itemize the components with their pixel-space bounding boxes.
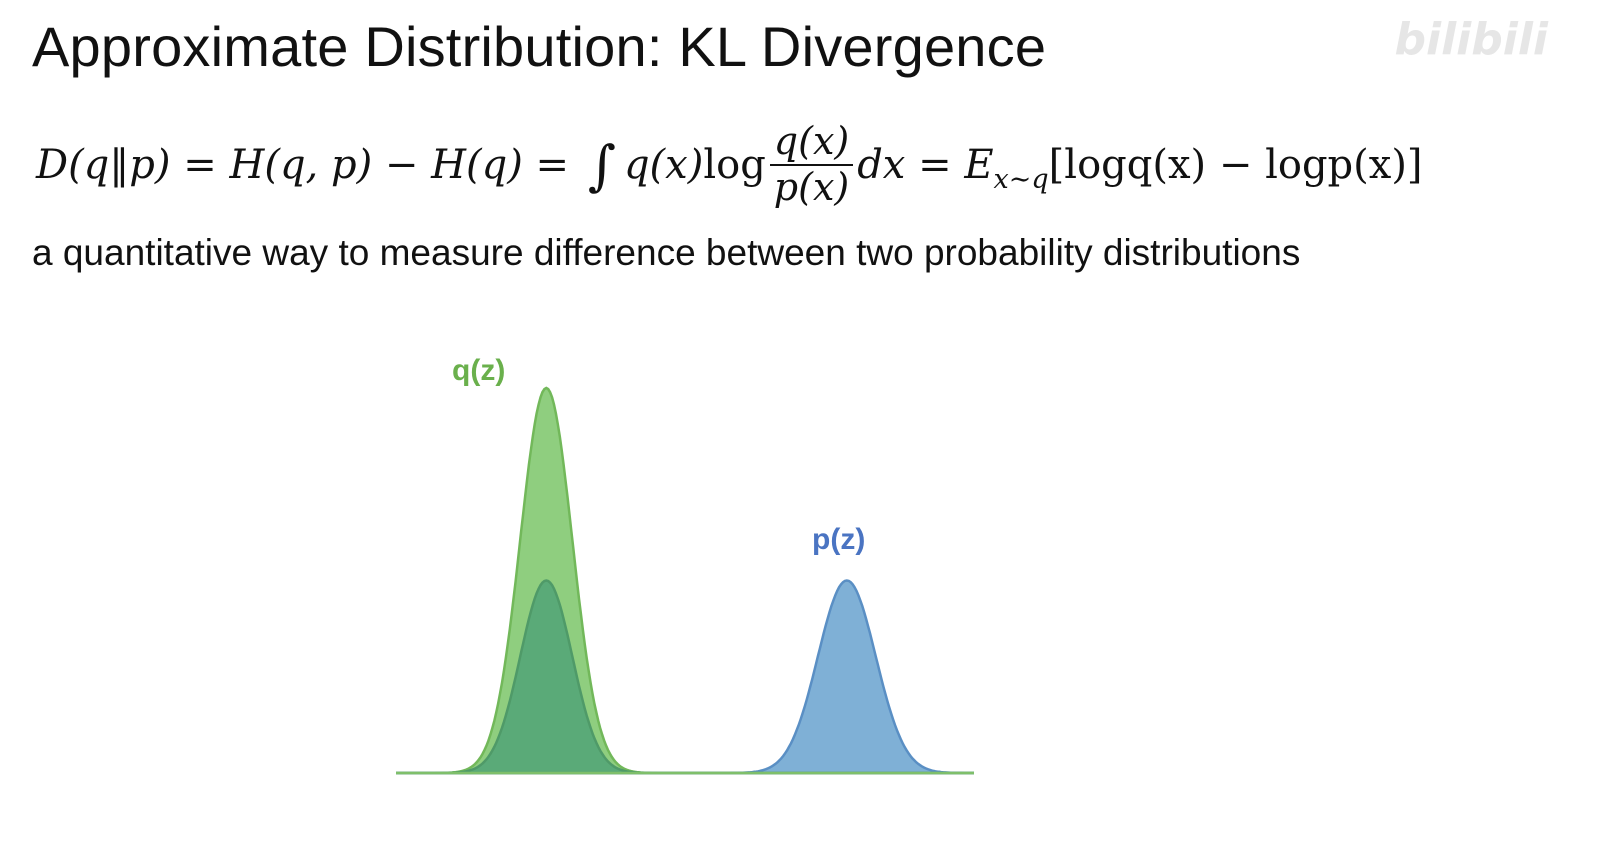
- q-label: q(z): [452, 354, 505, 387]
- formula-eq2: =: [522, 142, 582, 188]
- formula-cross-entropy: H(q, p): [229, 142, 373, 188]
- formula-expectation: E: [964, 142, 994, 188]
- formula-entropy: H(q): [431, 142, 523, 188]
- p-distribution-curve: [396, 579, 974, 775]
- formula-expectation-sub: x∼q: [993, 163, 1049, 195]
- formula-eq3: =: [905, 142, 965, 188]
- kl-formula: D(q‖p) = H(q, p) − H(q) = ∫ q(x) log q(x…: [36, 110, 1423, 220]
- formula-lhs: D(q‖p): [36, 142, 171, 188]
- formula-minus: −: [372, 142, 432, 188]
- fraction-denominator: p(x): [773, 165, 850, 209]
- formula-bracket: [logq(x) − logp(x)]: [1048, 142, 1423, 188]
- fraction-numerator: q(x): [769, 121, 854, 166]
- formula-dx: dx: [857, 142, 906, 188]
- integral-sign: ∫: [587, 133, 616, 197]
- p-label: p(z): [812, 523, 865, 556]
- slide-title: Approximate Distribution: KL Divergence: [32, 15, 1047, 78]
- fraction: q(x) p(x): [769, 121, 854, 209]
- formula-integrand: q(x): [623, 142, 704, 188]
- bilibili-watermark: bilibili: [1394, 14, 1548, 65]
- formula-eq1: =: [170, 142, 230, 188]
- slide-subtitle: a quantitative way to measure difference…: [32, 232, 1301, 273]
- formula-log: log: [703, 142, 766, 188]
